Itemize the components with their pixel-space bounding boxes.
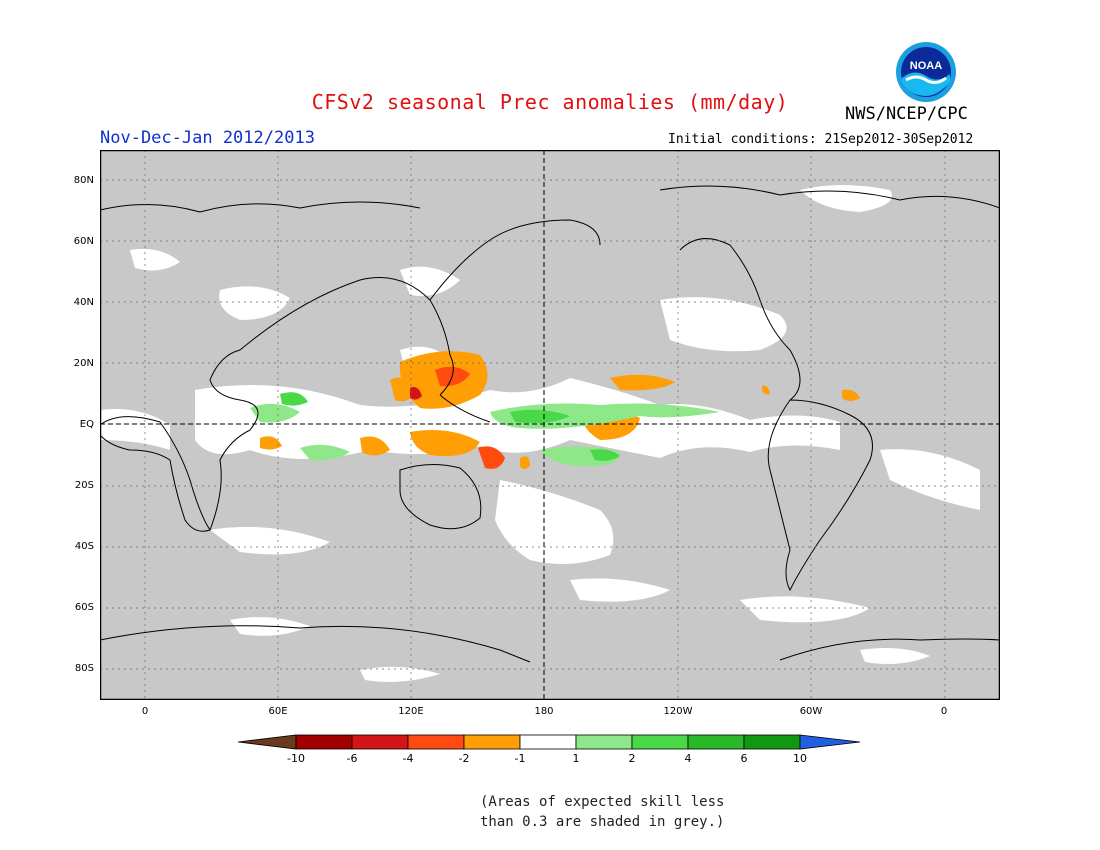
lat-label-80n: 80N — [73, 175, 94, 186]
coastlines — [100, 185, 1000, 663]
lat-label-20n: 20N — [73, 358, 94, 369]
colorbar-label: 6 — [740, 752, 748, 765]
lat-label-eq: EQ — [79, 419, 94, 430]
colorbar-label: -4 — [402, 752, 414, 765]
colorbar-label: -2 — [458, 752, 470, 765]
skill-note-line: (Areas of expected skill less — [480, 794, 725, 810]
colorbar-label: -10 — [287, 752, 305, 765]
lat-label-40n: 40N — [73, 297, 94, 308]
lon-label-180: 180 — [534, 706, 554, 717]
lat-label-40s: 40S — [74, 541, 94, 552]
agency-label: NWS/NCEP/CPC — [845, 104, 968, 124]
lon-label-60e: 60E — [268, 706, 288, 717]
lat-label-60s: 60S — [74, 602, 94, 613]
svg-text:NOAA: NOAA — [910, 60, 942, 72]
lon-label-0: 0 — [141, 706, 149, 717]
colorbar-label: 2 — [628, 752, 636, 765]
colorbar-label: 10 — [793, 752, 807, 765]
lat-label-80s: 80S — [74, 663, 94, 674]
colorbar-label: -6 — [346, 752, 358, 765]
map-frame — [100, 150, 1000, 700]
lon-label-120w: 120W — [663, 706, 693, 717]
forecast-period: Nov-Dec-Jan 2012/2013 — [100, 128, 315, 148]
colorbar-label: -1 — [514, 752, 526, 765]
initial-conditions: Initial conditions: 21Sep2012-30Sep2012 — [668, 132, 974, 147]
noaa-logo: NOAA — [896, 42, 956, 102]
lon-label-60w: 60W — [799, 706, 823, 717]
skill-note-line: than 0.3 are shaded in grey.) — [480, 814, 725, 830]
lon-label-120e: 120E — [398, 706, 424, 717]
colorbar — [238, 734, 861, 750]
skill-note: (Areas of expected skill less than 0.3 a… — [480, 792, 724, 832]
colorbar-label: 4 — [684, 752, 692, 765]
lon-label-0-east: 0 — [940, 706, 948, 717]
lat-label-60n: 60N — [73, 236, 94, 247]
lat-label-20s: 20S — [74, 480, 94, 491]
precipitation-anomaly-map — [100, 150, 1000, 700]
chart-title: CFSv2 seasonal Prec anomalies (mm/day) — [311, 90, 789, 114]
wet-anomaly-regions — [250, 392, 720, 467]
graticule — [100, 150, 1000, 700]
colorbar-label: 1 — [572, 752, 580, 765]
